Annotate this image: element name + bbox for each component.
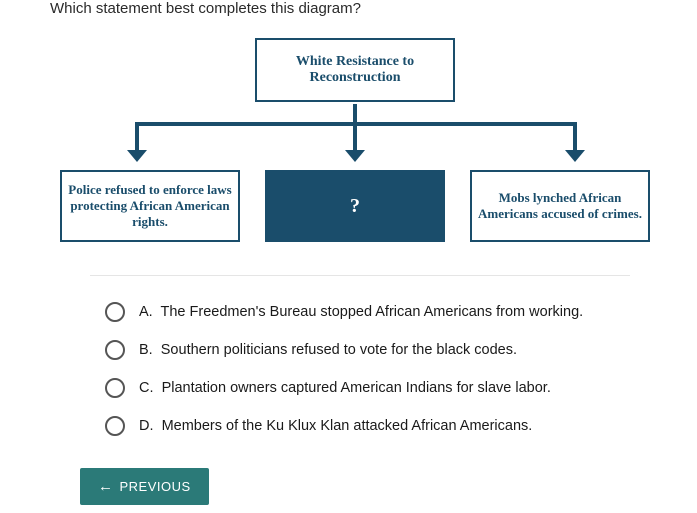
option-letter: C. [139,380,154,396]
arrow-down-icon [353,122,357,152]
option-letter: D. [139,418,154,434]
option-letter: B. [139,342,153,358]
question-text: Which statement best completes this diag… [50,0,361,17]
diagram-children-row: Police refused to enforce laws protectin… [60,170,650,242]
arrow-left-icon: ← [98,478,114,495]
radio-icon [105,340,125,360]
option-text: Southern politicians refused to vote for… [161,342,517,358]
option-label: A. The Freedmen's Bureau stopped African… [139,304,583,320]
arrow-down-icon [135,122,139,152]
option-c[interactable]: C. Plantation owners captured American I… [105,378,655,398]
option-text: Members of the Ku Klux Klan attacked Afr… [162,418,533,434]
option-text: The Freedmen's Bureau stopped African Am… [161,304,584,320]
option-b[interactable]: B. Southern politicians refused to vote … [105,340,655,360]
option-label: B. Southern politicians refused to vote … [139,342,517,358]
arrow-down-icon [573,122,577,152]
previous-button[interactable]: ← PREVIOUS [80,468,209,505]
diagram-container: White Resistance to Reconstruction Polic… [60,30,650,260]
option-label: D. Members of the Ku Klux Klan attacked … [139,418,532,434]
option-text: Plantation owners captured American Indi… [162,380,551,396]
previous-label: PREVIOUS [120,479,191,494]
radio-icon [105,302,125,322]
diagram-child-box-unknown: ? [265,170,445,242]
diagram-child-box: Mobs lynched African Americans accused o… [470,170,650,242]
option-d[interactable]: D. Members of the Ku Klux Klan attacked … [105,416,655,436]
diagram-root-box: White Resistance to Reconstruction [255,38,455,102]
diagram-child-box: Police refused to enforce laws protectin… [60,170,240,242]
radio-icon [105,378,125,398]
connector-vertical [353,104,357,122]
divider [90,275,630,276]
option-a[interactable]: A. The Freedmen's Bureau stopped African… [105,302,655,322]
options-list: A. The Freedmen's Bureau stopped African… [105,302,655,454]
option-letter: A. [139,304,153,320]
radio-icon [105,416,125,436]
option-label: C. Plantation owners captured American I… [139,380,551,396]
